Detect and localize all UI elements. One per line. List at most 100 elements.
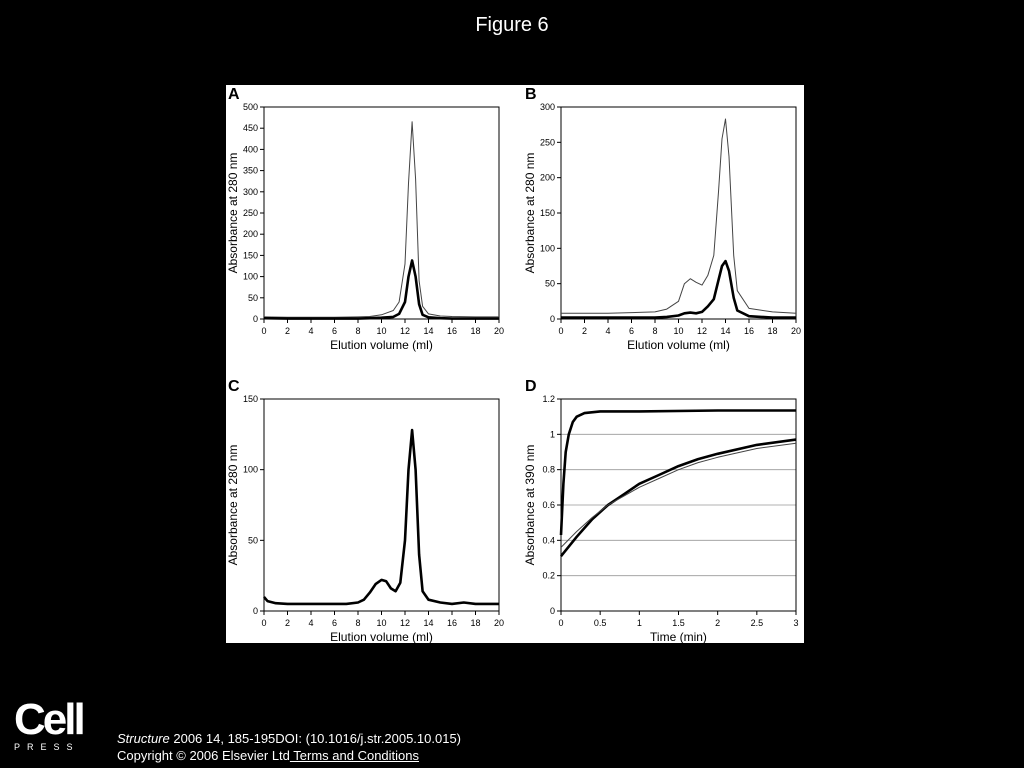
y-axis-label-b: Absorbance at 280 nm [523,153,537,274]
y-tick-label-d-5: 1 [550,429,555,439]
x-tick-label-c-0: 0 [261,618,266,628]
x-tick-label-d-5: 2.5 [751,618,764,628]
x-tick-label-c-8: 16 [447,618,457,628]
series-line-b-2 [561,259,796,319]
copyright-line: Copyright © 2006 Elsevier Ltd Terms and … [117,748,419,763]
figure-title: Figure 6 [475,14,549,36]
series-line-a-2 [263,259,499,320]
terms-and-conditions-link[interactable]: Terms and Conditions [289,748,420,763]
chart-panel-b: 0 2 4 6 8 10 12 14 16 18 20050100150200250300Eluti… [523,86,801,352]
y-tick-label-d-1: 0.2 [542,571,555,581]
y-tick-label-a-9: 450 [243,123,258,133]
series-line-d-1 [559,409,796,536]
x-tick-label-d-0: 0 [558,618,563,628]
y-tick-label-b-2: 100 [540,243,555,253]
y-tick-label-c-0: 0 [253,606,258,616]
x-tick-label-b-9: 18 [767,326,777,336]
x-tick-label-d-2: 1 [637,618,642,628]
x-tick-label-d-4: 2 [715,618,720,628]
y-tick-label-c-1: 50 [248,535,258,545]
panel-letter-b: B [525,86,537,103]
y-tick-label-a-4: 200 [243,229,258,239]
x-axis-label-d: Time (min) [650,630,707,643]
plot-frame-b [560,106,797,320]
x-axis-label-c: Elution volume (ml) [330,630,433,643]
y-tick-label-a-10: 500 [243,102,258,112]
series-line-c-1 [263,428,499,606]
series-line-b-1 [561,118,797,314]
y-tick-label-b-5: 250 [540,137,555,147]
x-axis-label-b: Elution volume (ml) [627,338,730,352]
figure-panel-area: 0 2 4 6 8 10 12 14 16 18 20 0 50 100 150 200 250 300 350 40… [226,85,804,644]
y-tick-label-a-6: 300 [243,187,258,197]
x-tick-label-c-3: 6 [332,618,337,628]
y-tick-label-d-4: 0.8 [542,465,555,475]
x-tick-label-b-4: 8 [652,326,657,336]
x-tick-label-a-4: 8 [355,326,360,336]
y-tick-label-d-6: 1.2 [542,394,555,404]
x-tick-label-b-2: 4 [605,326,610,336]
panel-letter-d: D [525,378,537,395]
x-tick-label-c-5: 10 [376,618,386,628]
x-tick-label-a-9: 18 [470,326,480,336]
y-tick-label-a-2: 100 [243,272,258,282]
x-tick-label-c-4: 8 [355,618,360,628]
x-tick-label-b-1: 2 [582,326,587,336]
y-tick-label-b-3: 150 [540,208,555,218]
copyright-text: Copyright © 2006 Elsevier Ltd [117,748,290,763]
series-line-d-2 [559,438,797,558]
y-tick-label-d-2: 0.4 [542,535,555,545]
x-tick-label-a-0: 0 [261,326,266,336]
y-tick-label-a-3: 150 [243,250,258,260]
y-tick-label-d-3: 0.6 [542,500,555,510]
y-tick-label-c-3: 150 [243,394,258,404]
series-line-a-1 [263,121,499,318]
y-tick-label-a-0: 0 [253,314,258,324]
y-tick-label-d-0: 0 [550,606,555,616]
x-tick-label-b-10: 20 [791,326,801,336]
x-tick-label-d-1: 0.5 [594,618,607,628]
x-tick-label-a-6: 12 [400,326,410,336]
x-tick-label-c-10: 20 [494,618,504,628]
chart-panel-d: 0 0.5 1 1.5 2 2.5 3 0 0.2 0.4 0.6 0.8 1 1.2 Time (min)… [523,378,799,644]
x-tick-label-c-9: 18 [470,618,480,628]
x-tick-label-b-0: 0 [558,326,563,336]
x-tick-label-d-6: 3 [793,618,798,628]
chart-panel-c: 0 2 4 6 8 10 12 14 16 18 20 0 50 100 150 Elution volume… [226,378,504,644]
cell-logo-word: Cell [14,695,86,744]
y-axis-label-a: Absorbance at 280 nm [226,153,240,274]
x-tick-label-b-7: 14 [720,326,730,336]
y-tick-label-a-8: 400 [243,144,258,154]
y-tick-label-a-5: 250 [243,208,258,218]
cell-logo-press: PRESS [14,742,80,752]
x-tick-label-b-3: 6 [629,326,634,336]
y-axis-label-c: Absorbance at 280 nm [226,445,240,566]
citation-text: 2006 14, 185-195DOI: (10.1016/j.str.2005… [169,731,462,746]
x-tick-label-a-5: 10 [376,326,386,336]
x-tick-label-a-2: 4 [308,326,313,336]
x-tick-label-b-8: 16 [744,326,754,336]
series-line-d-3 [560,442,797,548]
y-tick-label-a-1: 50 [248,293,258,303]
chart-panel-a: 0 2 4 6 8 10 12 14 16 18 2005010015020025030035040… [226,86,504,352]
y-tick-label-a-7: 350 [243,166,258,176]
y-tick-label-b-0: 0 [550,314,555,324]
x-tick-label-a-3: 6 [332,326,337,336]
y-tick-label-b-4: 200 [540,173,555,183]
y-axis-label-d: Absorbance at 390 nm [523,445,537,566]
x-tick-label-a-1: 2 [285,326,290,336]
x-tick-label-a-8: 16 [447,326,457,336]
y-tick-label-b-1: 50 [545,279,555,289]
x-tick-label-c-6: 12 [400,618,410,628]
y-tick-label-b-6: 300 [540,102,555,112]
plot-frame-a [263,106,500,320]
citation-journal: Structure [117,731,170,746]
x-tick-label-b-5: 10 [673,326,683,336]
panel-letter-c: C [228,378,240,395]
x-axis-label-a: Elution volume (ml) [330,338,433,352]
x-tick-label-d-3: 1.5 [672,618,685,628]
cell-press-logo: Cell PRESS [14,695,86,753]
y-tick-label-c-2: 100 [243,465,258,475]
x-tick-label-c-1: 2 [285,618,290,628]
x-tick-label-b-6: 12 [697,326,707,336]
